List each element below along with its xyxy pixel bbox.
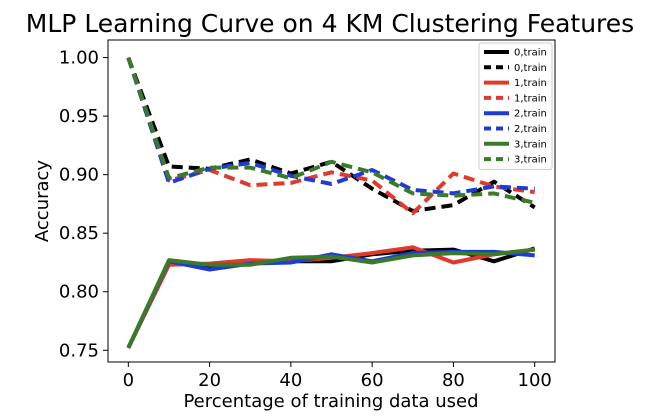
series-line-4 xyxy=(126,249,535,349)
legend-label: 1,train xyxy=(514,78,547,89)
y-tick-label: 0.90 xyxy=(59,165,99,186)
legend-box xyxy=(478,42,553,170)
x-tick-label: 60 xyxy=(361,370,384,391)
series-line-1 xyxy=(126,56,536,213)
x-tick-label: 0 xyxy=(123,370,134,391)
x-tick-label: 40 xyxy=(279,370,302,391)
y-tick-label: 1.00 xyxy=(59,48,99,69)
legend-label: 1,train xyxy=(514,93,547,104)
legend: 0,train 0,train 1,train 1,train 2,train 2,tra… xyxy=(478,42,553,170)
x-tick-label: 100 xyxy=(518,370,552,391)
y-tick-label: 0.80 xyxy=(59,282,99,303)
axis-ticks: 0 20 40 60 80 100 0.75 0.80 0.85 0.90 0.95 1.00 xyxy=(59,48,552,391)
y-tick-label: 0.75 xyxy=(59,340,99,361)
legend-label: 3,train xyxy=(514,155,547,166)
legend-label: 3,train xyxy=(514,139,547,150)
x-axis-label: Percentage of training data used xyxy=(183,391,478,412)
legend-label: 2,train xyxy=(514,109,547,120)
plot-area xyxy=(107,39,556,363)
legend-label: 0,train xyxy=(514,63,547,74)
series-line-7 xyxy=(126,56,536,205)
x-tick-label: 20 xyxy=(198,370,221,391)
legend-label: 2,train xyxy=(514,124,547,135)
x-tick-label: 80 xyxy=(442,370,465,391)
chart-title: MLP Learning Curve on 4 KM Clustering Fe… xyxy=(26,9,634,38)
series-lines xyxy=(126,56,536,349)
legend-label: 0,train xyxy=(514,48,547,59)
series-line-5 xyxy=(126,56,535,196)
y-axis-label: Accuracy xyxy=(32,160,53,243)
series-line-6 xyxy=(126,247,535,349)
y-tick-label: 0.95 xyxy=(59,106,99,127)
y-tick-label: 0.85 xyxy=(59,223,99,244)
